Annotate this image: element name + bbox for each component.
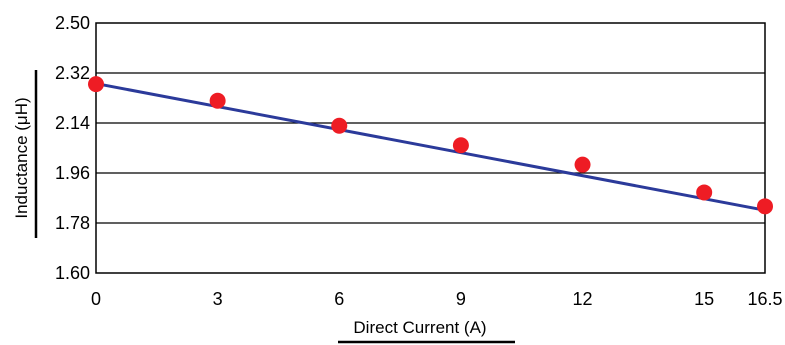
- y-tick-label: 2.50: [55, 13, 90, 33]
- y-tick-label: 2.14: [55, 113, 90, 133]
- y-axis-ticks: 1.60 1.78 1.96 2.14 2.32 2.50: [55, 13, 90, 283]
- y-axis-label: Inductance (μH): [12, 97, 31, 218]
- x-axis-label: Direct Current (A): [353, 318, 486, 337]
- x-tick-label: 0: [91, 289, 101, 309]
- x-tick-label: 9: [456, 289, 466, 309]
- y-tick-label: 2.32: [55, 63, 90, 83]
- data-point: [574, 156, 591, 173]
- y-tick-label: 1.96: [55, 163, 90, 183]
- data-point: [757, 198, 773, 215]
- data-point: [696, 184, 713, 201]
- plot-frame: [95, 22, 766, 274]
- series-line: [95, 82, 766, 212]
- data-point: [209, 92, 226, 109]
- x-tick-label: 12: [573, 289, 593, 309]
- x-tick-label: 16.5: [747, 289, 782, 309]
- x-tick-label: 15: [694, 289, 714, 309]
- x-axis-ticks: 0 3 6 9 12 15 16.5: [91, 289, 783, 309]
- data-point: [88, 76, 104, 93]
- x-tick-label: 6: [334, 289, 344, 309]
- x-tick-label: 3: [213, 289, 223, 309]
- data-point: [331, 117, 348, 134]
- data-point: [452, 137, 469, 154]
- series-layer: [88, 76, 773, 215]
- y-tick-label: 1.60: [55, 263, 90, 283]
- y-tick-label: 1.78: [55, 213, 90, 233]
- grid-lines: [96, 72, 765, 224]
